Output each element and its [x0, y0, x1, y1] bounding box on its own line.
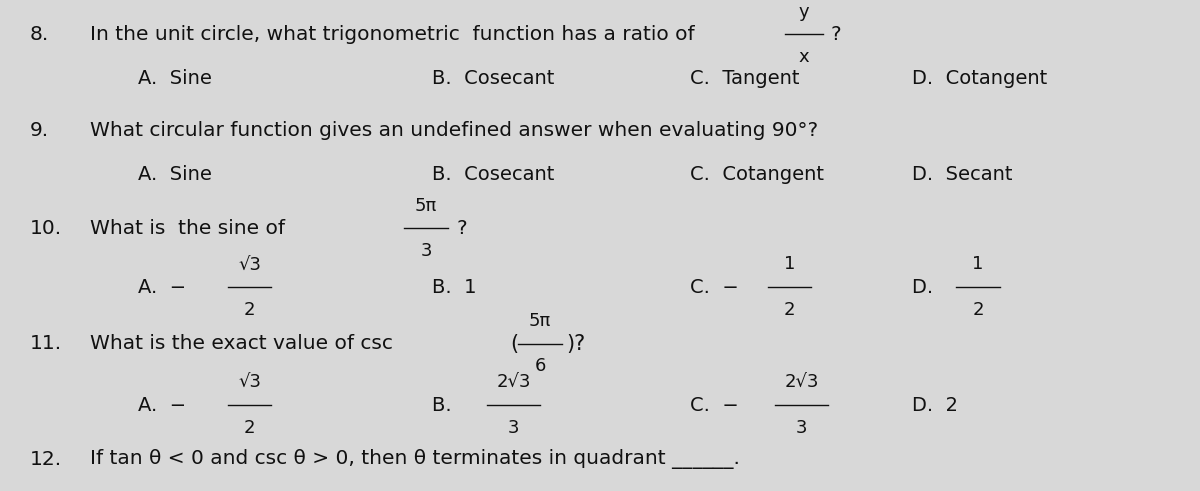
Text: 3: 3 [508, 419, 520, 437]
Text: 11.: 11. [30, 334, 62, 353]
Text: In the unit circle, what trigonometric  function has a ratio of: In the unit circle, what trigonometric f… [90, 25, 695, 44]
Text: A.  Sine: A. Sine [138, 165, 212, 184]
Text: 5π: 5π [415, 196, 437, 215]
Text: 2: 2 [244, 419, 256, 437]
Text: ?: ? [830, 25, 841, 44]
Text: C.  Tangent: C. Tangent [690, 69, 799, 88]
Text: 3: 3 [796, 419, 808, 437]
Text: B.  Cosecant: B. Cosecant [432, 165, 554, 184]
Text: D.  Cotangent: D. Cotangent [912, 69, 1048, 88]
Text: 1: 1 [784, 255, 796, 273]
Text: B.: B. [432, 396, 464, 414]
Text: D.  2: D. 2 [912, 396, 958, 414]
Text: B.  1: B. 1 [432, 278, 476, 297]
Text: 6: 6 [534, 357, 546, 376]
Text: 2: 2 [784, 301, 796, 319]
Text: x: x [799, 48, 809, 66]
Text: B.  Cosecant: B. Cosecant [432, 69, 554, 88]
Text: If tan θ < 0 and csc θ > 0, then θ terminates in quadrant ______.: If tan θ < 0 and csc θ > 0, then θ termi… [90, 449, 740, 469]
Text: √3: √3 [238, 373, 262, 391]
Text: What is  the sine of: What is the sine of [90, 219, 286, 238]
Text: )?: )? [566, 334, 586, 354]
Text: (: ( [510, 334, 518, 354]
Text: A.  −: A. − [138, 278, 186, 297]
Text: 2: 2 [244, 301, 256, 319]
Text: ?: ? [456, 219, 467, 238]
Text: √3: √3 [238, 255, 262, 273]
Text: 2: 2 [972, 301, 984, 319]
Text: 12.: 12. [30, 450, 62, 468]
Text: What circular function gives an undefined answer when evaluating 90°?: What circular function gives an undefine… [90, 121, 818, 139]
Text: 5π: 5π [529, 312, 551, 330]
Text: C.  −: C. − [690, 396, 739, 414]
Text: C.  −: C. − [690, 278, 739, 297]
Text: D.: D. [912, 278, 946, 297]
Text: 1: 1 [972, 255, 984, 273]
Text: What is the exact value of csc: What is the exact value of csc [90, 334, 392, 353]
Text: C.  Cotangent: C. Cotangent [690, 165, 824, 184]
Text: A.  Sine: A. Sine [138, 69, 212, 88]
Text: 2√3: 2√3 [785, 373, 818, 391]
Text: D.  Secant: D. Secant [912, 165, 1013, 184]
Text: 2√3: 2√3 [497, 373, 530, 391]
Text: y: y [799, 2, 809, 21]
Text: 3: 3 [420, 242, 432, 260]
Text: 10.: 10. [30, 219, 62, 238]
Text: 8.: 8. [30, 25, 49, 44]
Text: A.  −: A. − [138, 396, 186, 414]
Text: 9.: 9. [30, 121, 49, 139]
